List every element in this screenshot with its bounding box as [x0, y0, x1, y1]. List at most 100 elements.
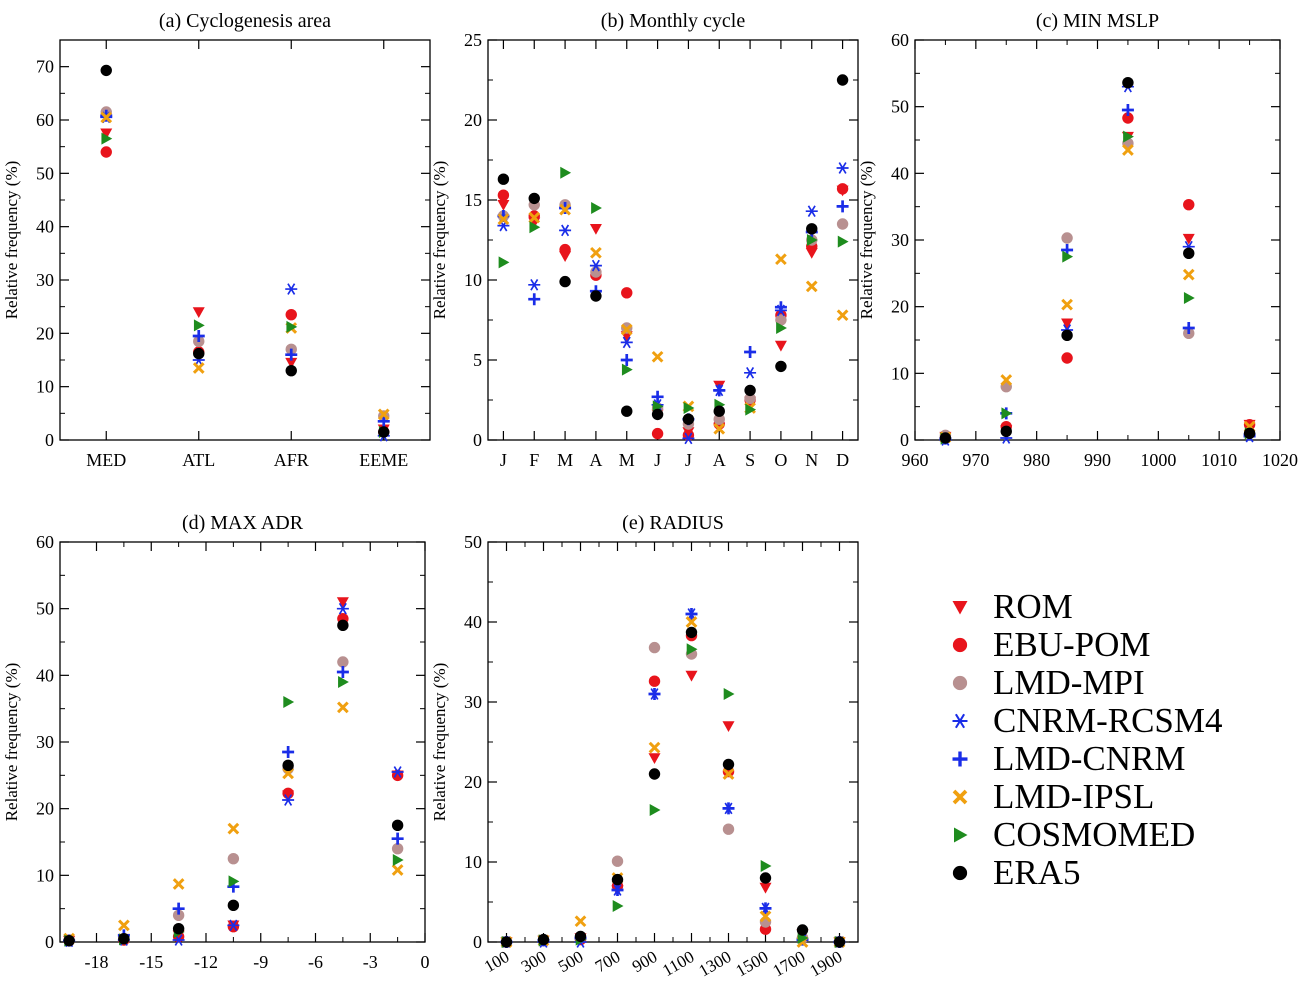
data-point	[192, 362, 205, 374]
y-tick-label: 25	[464, 30, 482, 50]
plot-frame-b	[487, 39, 859, 441]
x-tick-label: 1500	[733, 947, 772, 980]
data-point	[759, 872, 772, 884]
series-lmd-mpi-b	[497, 199, 849, 430]
data-point	[337, 656, 349, 668]
series-lmd-cnrm-a	[100, 109, 390, 428]
data-point	[1183, 247, 1195, 260]
data-point	[100, 146, 112, 158]
legend-marker-era5	[952, 865, 968, 881]
data-point	[227, 852, 240, 865]
data-point	[759, 910, 772, 923]
data-point	[620, 354, 633, 366]
data-point	[497, 173, 510, 185]
plot-frame-c	[914, 39, 1281, 441]
data-point	[620, 336, 633, 349]
series-ebu-pom-b	[497, 183, 849, 441]
data-point	[648, 688, 661, 700]
x-tick-label: M	[619, 450, 635, 470]
data-point	[611, 884, 624, 896]
y-tick-label: 20	[464, 772, 482, 792]
x-tick-label: D	[836, 450, 849, 470]
y-tick-label: 40	[36, 665, 54, 685]
data-point	[227, 899, 240, 912]
data-point	[744, 366, 757, 379]
data-point	[118, 932, 130, 945]
data-point	[172, 878, 185, 890]
legend-marker-shape	[952, 637, 968, 653]
legend-marker-shape	[952, 865, 968, 881]
x-tick-label: J	[685, 450, 692, 470]
series-ebu-pom-d	[63, 612, 404, 947]
data-point	[285, 283, 298, 295]
x-tick-label: A	[713, 450, 726, 470]
series-cnrm-rcsm4-e	[500, 608, 846, 948]
legend-item-lmd-mpi: LMD-MPI	[945, 664, 1285, 702]
series-era5-b	[497, 74, 849, 425]
series-rom-a	[100, 128, 390, 436]
data-point	[775, 360, 787, 373]
data-point	[497, 189, 510, 201]
data-point	[192, 307, 205, 318]
data-point	[528, 211, 541, 224]
x-tick-label: O	[774, 450, 787, 470]
data-point	[282, 767, 294, 780]
data-point	[338, 676, 349, 688]
data-point	[806, 234, 818, 246]
data-point	[1061, 318, 1074, 330]
legend-item-era5: ERA5	[945, 854, 1285, 892]
x-tick-label: 960	[902, 450, 929, 470]
x-tick-label: -6	[308, 952, 323, 972]
data-point	[336, 597, 349, 608]
data-point	[537, 933, 550, 946]
y-tick-label: 0	[473, 430, 482, 450]
y-tick-label: 0	[45, 932, 54, 952]
data-point	[192, 330, 205, 342]
data-point	[285, 357, 298, 369]
data-point	[685, 608, 698, 620]
series-era5-a	[100, 64, 390, 438]
x-tick-label: 0	[421, 952, 430, 972]
data-point	[497, 213, 510, 226]
chart-title-c: (c) MIN MSLP	[1036, 10, 1159, 32]
series-ebu-pom-c	[939, 112, 1256, 444]
data-point	[172, 902, 185, 915]
data-point	[560, 166, 572, 179]
chart-title-b: (b) Monthly cycle	[601, 10, 746, 32]
legend-label-lmd-mpi: LMD-MPI	[993, 663, 1145, 702]
x-tick-label: J	[500, 450, 507, 470]
x-tick-label: 1900	[807, 947, 846, 980]
data-point	[776, 322, 787, 334]
data-point	[100, 111, 113, 124]
x-tick-label: M	[557, 450, 573, 470]
data-point	[833, 936, 846, 948]
data-point	[559, 224, 572, 237]
data-point	[172, 922, 185, 935]
legend-marker-shape	[952, 601, 968, 615]
y-tick-label: 30	[464, 692, 482, 712]
series-cnrm-rcsm4-b	[497, 162, 849, 445]
y-tick-label: 30	[891, 230, 909, 250]
y-axis-label-a: Relative frequency (%)	[2, 161, 21, 320]
data-point	[651, 427, 664, 440]
x-tick-label: 990	[1084, 450, 1111, 470]
data-point	[1122, 144, 1134, 156]
data-point	[1000, 425, 1012, 438]
data-point	[285, 308, 297, 321]
data-point	[1000, 374, 1013, 386]
data-point	[713, 384, 726, 397]
data-point	[1183, 198, 1195, 211]
series-lmd-mpi-a	[100, 106, 390, 422]
data-point	[723, 688, 735, 700]
series-era5-c	[939, 76, 1256, 444]
legend-item-lmd-cnrm: LMD-CNRM	[945, 740, 1285, 778]
data-point	[611, 873, 624, 886]
data-point	[806, 223, 818, 235]
data-point	[228, 875, 240, 888]
x-tick-label: 900	[629, 947, 661, 976]
data-point	[1061, 232, 1073, 244]
data-point	[722, 758, 735, 771]
data-point	[118, 919, 130, 932]
y-tick-label: 20	[891, 297, 909, 317]
